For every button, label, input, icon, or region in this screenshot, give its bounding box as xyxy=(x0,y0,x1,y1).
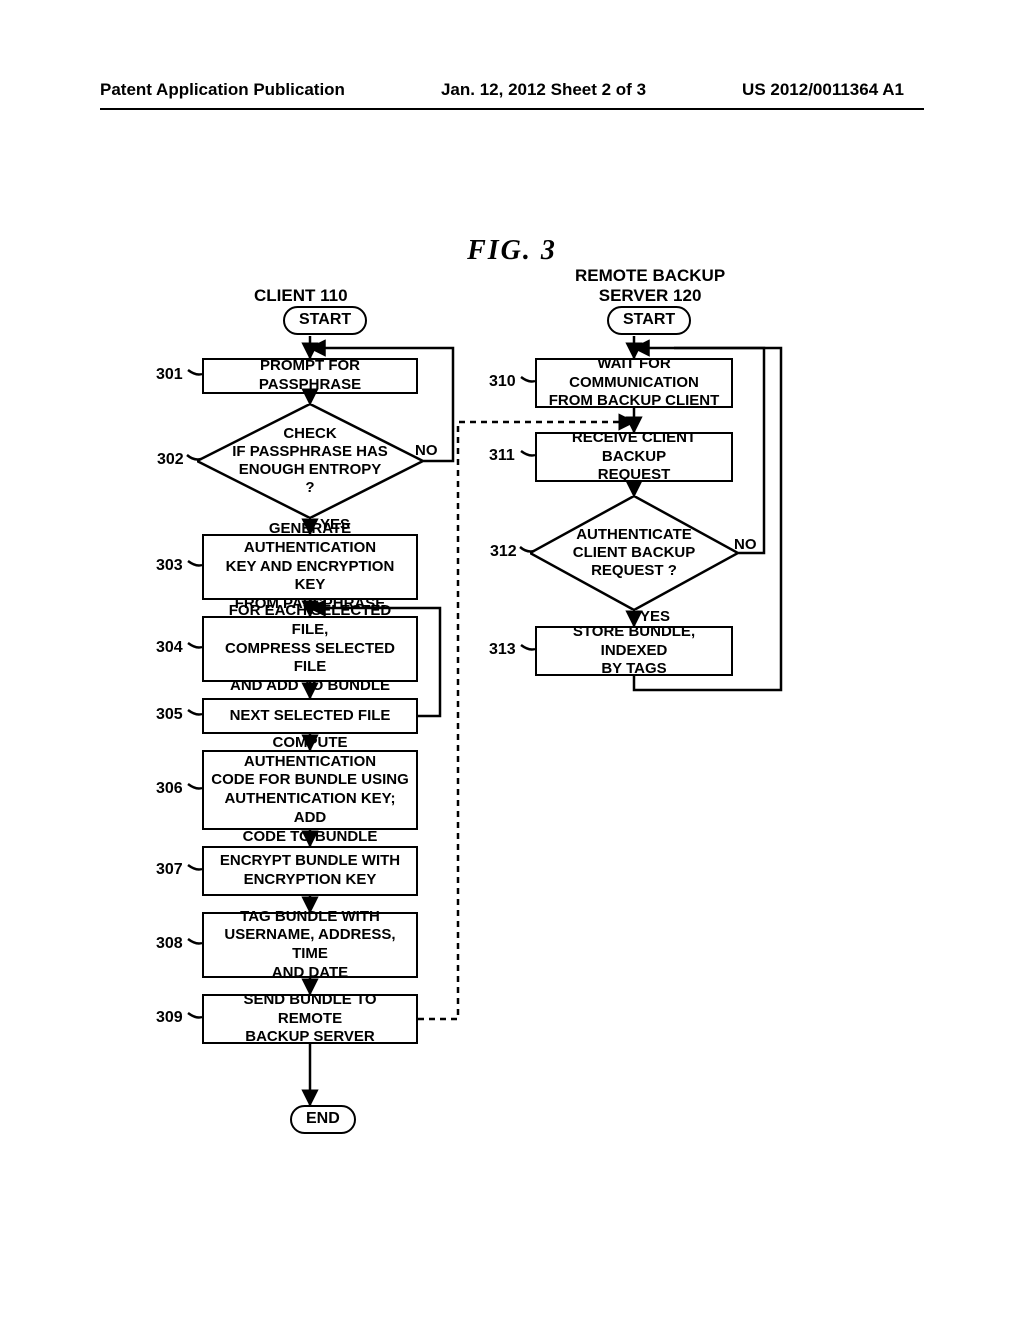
ref-312: 312 xyxy=(490,543,517,561)
ref-304: 304 xyxy=(156,639,183,657)
server-column-title: REMOTE BACKUP SERVER 120 xyxy=(575,266,725,306)
ref-313: 313 xyxy=(489,641,516,659)
process-301: PROMPT FOR PASSPHRASE xyxy=(202,358,418,394)
server-start-terminator: START xyxy=(607,306,691,335)
ref-307: 307 xyxy=(156,861,183,879)
edge-label: YES xyxy=(640,608,670,625)
ref-310: 310 xyxy=(489,373,516,391)
client-end-terminator: END xyxy=(290,1105,356,1134)
client-start-terminator: START xyxy=(283,306,367,335)
edge-label: NO xyxy=(734,536,757,553)
header-rule xyxy=(100,108,924,110)
header-left: Patent Application Publication xyxy=(100,80,345,100)
figure-title: FIG. 3 xyxy=(467,235,557,267)
ref-306: 306 xyxy=(156,780,183,798)
connectors-overlay xyxy=(0,0,1024,1320)
process-303: GENERATE AUTHENTICATIONKEY AND ENCRYPTIO… xyxy=(202,534,418,600)
process-304: FOR EACH SELECTED FILE,COMPRESS SELECTED… xyxy=(202,616,418,682)
ref-308: 308 xyxy=(156,935,183,953)
ref-305: 305 xyxy=(156,706,183,724)
ref-303: 303 xyxy=(156,557,183,575)
header-center: Jan. 12, 2012 Sheet 2 of 3 xyxy=(441,80,646,100)
client-column-title: CLIENT 110 xyxy=(254,286,348,306)
process-310: WAIT FOR COMMUNICATIONFROM BACKUP CLIENT xyxy=(535,358,733,408)
ref-301: 301 xyxy=(156,366,183,384)
header-right: US 2012/0011364 A1 xyxy=(742,80,904,100)
decision-312: AUTHENTICATE CLIENT BACKUP REQUEST ? xyxy=(530,496,738,610)
process-313: STORE BUNDLE, INDEXEDBY TAGS xyxy=(535,626,733,676)
ref-302: 302 xyxy=(157,451,184,469)
process-311: RECEIVE CLIENT BACKUPREQUEST xyxy=(535,432,733,482)
process-307: ENCRYPT BUNDLE WITHENCRYPTION KEY xyxy=(202,846,418,896)
edge-label: NO xyxy=(415,442,438,459)
page-header: Patent Application Publication Jan. 12, … xyxy=(0,80,1024,100)
process-306: COMPUTE AUTHENTICATIONCODE FOR BUNDLE US… xyxy=(202,750,418,830)
decision-302: CHECK IF PASSPHRASE HAS ENOUGH ENTROPY ? xyxy=(197,404,423,518)
ref-311: 311 xyxy=(489,447,515,465)
process-305: NEXT SELECTED FILE xyxy=(202,698,418,734)
ref-309: 309 xyxy=(156,1009,183,1027)
process-309: SEND BUNDLE TO REMOTEBACKUP SERVER xyxy=(202,994,418,1044)
edge-label: YES xyxy=(320,516,350,533)
process-308: TAG BUNDLE WITHUSERNAME, ADDRESS, TIMEAN… xyxy=(202,912,418,978)
